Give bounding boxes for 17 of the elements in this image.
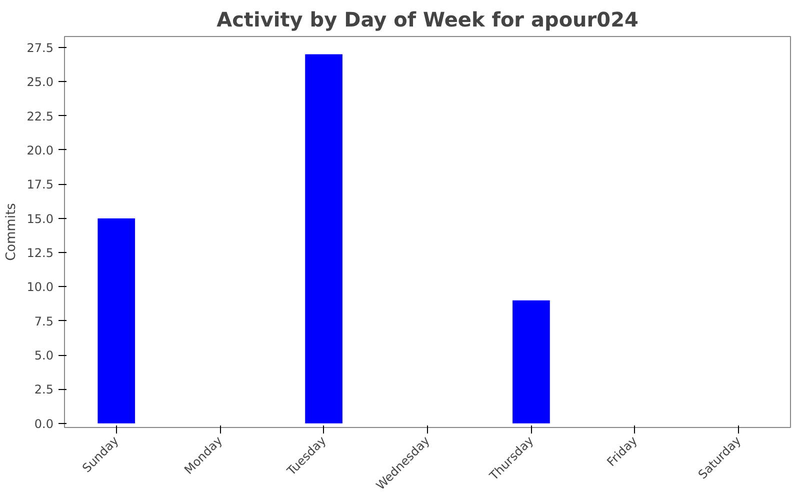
bar xyxy=(98,218,136,424)
y-tick-label: 25.0 xyxy=(26,75,54,90)
y-tick-label: 10.0 xyxy=(26,280,54,294)
y-tick-label: 22.5 xyxy=(26,109,54,124)
y-tick-label: 20.0 xyxy=(26,143,54,158)
y-tick-label: 0.0 xyxy=(34,416,54,431)
bar xyxy=(305,54,342,424)
bar xyxy=(512,300,550,424)
y-tick-label: 27.5 xyxy=(26,40,54,55)
y-tick-label: 12.5 xyxy=(26,246,54,260)
y-tick-label: 7.5 xyxy=(34,314,54,328)
y-tick-label: 5.0 xyxy=(34,348,54,363)
y-tick-label: 15.0 xyxy=(26,212,54,226)
chart-title: Activity by Day of Week for apour024 xyxy=(216,8,638,32)
y-tick-label: 17.5 xyxy=(26,178,54,192)
y-tick-label: 2.5 xyxy=(34,382,54,397)
y-axis-title: Commits xyxy=(4,202,19,261)
